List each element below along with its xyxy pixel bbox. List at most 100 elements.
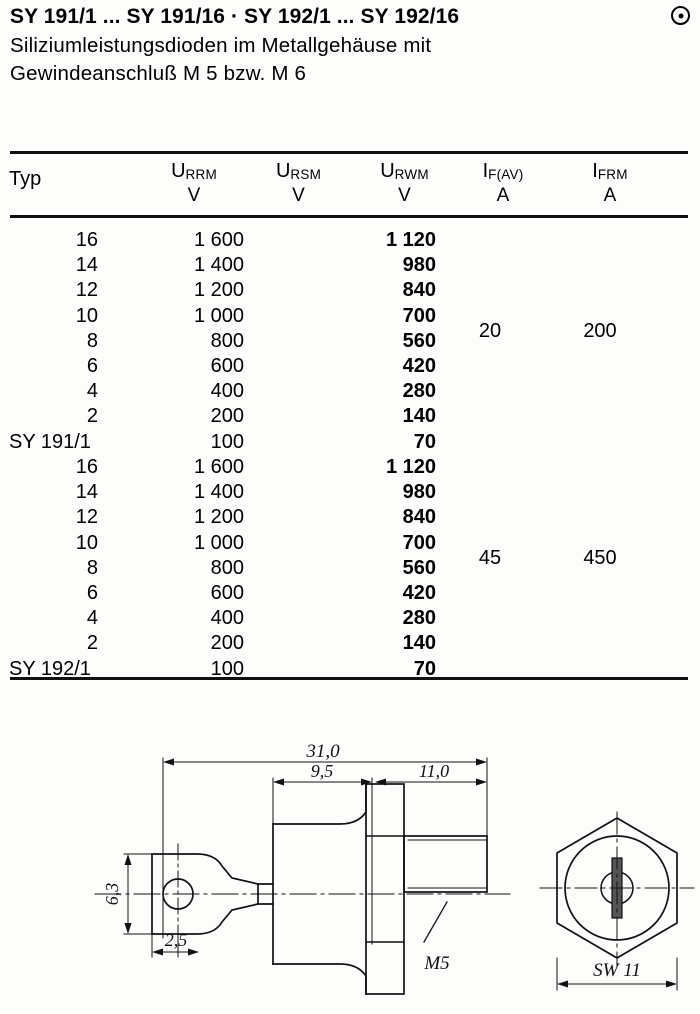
column-header-urwm-symbol: U: [380, 160, 395, 182]
cell-urwm: 70: [413, 657, 436, 680]
cell-ifav-block0: 20: [478, 320, 502, 342]
cell-urwm: 140: [402, 405, 436, 428]
column-header-ifrm-unit: A: [603, 185, 617, 206]
cell-urwm: 280: [402, 607, 436, 630]
cell-urwm: 420: [402, 581, 436, 604]
page-subtitle-line1: Siliziumleistungsdioden im Metallgehäuse…: [10, 34, 432, 57]
column-header-ursm-symbol: U: [275, 160, 291, 182]
dim-arrow-body-left: [273, 778, 284, 786]
dim-arrow-sw-right: [666, 980, 677, 988]
page-subtitle-line2: Gewindeanschluß M 5 bzw. M 6: [10, 62, 307, 85]
dim-text-tab-height: 6,3: [102, 883, 122, 906]
cell-type: 10: [75, 304, 98, 327]
cell-urrm: 1 000: [193, 531, 244, 554]
cell-type: 12: [75, 506, 98, 529]
cell-urrm: 600: [210, 581, 244, 604]
table-row: 16 1 600 1 120: [0, 455, 700, 480]
dim-text-total: 31,0: [305, 741, 340, 762]
table-row: 4 400 280: [0, 379, 700, 404]
column-header-urrm-subscript: RRM: [185, 167, 217, 182]
cell-urrm: 1 600: [193, 229, 244, 251]
dim-arrow-hole-right: [188, 948, 199, 956]
hex-inscribed-circle: [564, 835, 670, 941]
table-row: 6 600 420: [0, 354, 700, 379]
cell-type: 10: [75, 531, 98, 554]
dim-arrow-body-right: [361, 778, 372, 786]
cell-urrm: 600: [210, 354, 244, 377]
cell-urwm: 980: [402, 254, 436, 277]
cell-type: 2: [86, 405, 98, 428]
cell-urrm: 800: [210, 329, 244, 352]
cell-ifrm-block0: 200: [583, 320, 617, 342]
cell-urwm: 560: [402, 329, 436, 352]
table-row: SY 192/1 100 70: [0, 657, 700, 682]
dim-text-body: 9,5: [311, 761, 334, 781]
cell-urrm: 400: [210, 380, 244, 403]
page-title: SY 191/1 ... SY 191/16 · SY 192/1 ... SY…: [10, 5, 460, 28]
table-rule-top: [10, 151, 688, 154]
cell-urrm: 400: [210, 607, 244, 630]
column-header-urrm: URRM V: [140, 160, 248, 206]
cell-urwm: 1 120: [385, 456, 436, 478]
cell-urwm: 1 120: [385, 229, 436, 251]
column-header-ursm-subscript: RSM: [290, 167, 322, 182]
column-header-ifav-unit: A: [496, 185, 510, 206]
table-rule-header: [10, 215, 688, 218]
table-row: 14 1 400 980: [0, 480, 700, 505]
page-header: SY 191/1 ... SY 191/16 · SY 192/1 ... SY…: [10, 4, 690, 86]
cell-type: SY 192/1: [9, 657, 91, 680]
column-header-ifav-symbol: I: [482, 160, 489, 182]
cell-urwm: 700: [402, 304, 436, 327]
cell-urrm: 100: [210, 657, 244, 680]
drawing-canvas: 31,0 9,5 11,0 6,3 2,5 M5 SW 11: [94, 741, 695, 995]
cell-type: 14: [75, 254, 98, 277]
table-block-sy191: 16 1 600 1 120 14 1 400 980 12 1 200 840 10 1 000 7…: [0, 228, 700, 456]
table-row: 12 1 200 840: [0, 278, 700, 303]
cell-type: 2: [86, 632, 98, 655]
dim-text-hole: 2,5: [165, 930, 188, 950]
table-row: 2 200 140: [0, 631, 700, 656]
cell-type: SY 191/1: [9, 430, 91, 453]
dim-arrow-tab-bottom: [124, 923, 132, 934]
table-row: 10 1 000 700: [0, 531, 700, 556]
label-wrench-size: SW 11: [593, 960, 641, 981]
column-header-urrm-unit: V: [187, 185, 201, 206]
table-header-row: URRM V URSM V URWM V IF(AV) A IFRM A: [0, 160, 700, 212]
cell-urwm: 840: [402, 279, 436, 302]
cell-type: 8: [86, 329, 98, 352]
cell-urwm: 70: [413, 430, 436, 453]
body-top-profile: [272, 783, 367, 825]
table-block-sy192: 16 1 600 1 120 14 1 400 980 12 1 200 840 10 1 000 7…: [0, 455, 700, 683]
cell-urwm: 140: [402, 632, 436, 655]
table-row: 8 800 560: [0, 329, 700, 354]
column-header-ursm-unit: V: [292, 185, 305, 206]
table-row: 8 800 560: [0, 556, 700, 581]
cell-urwm: 980: [402, 481, 436, 504]
dim-arrow-sw-left: [557, 980, 568, 988]
cell-urrm: 200: [210, 632, 244, 655]
dim-arrow-thread-right: [476, 778, 487, 786]
cell-urwm: 700: [402, 531, 436, 554]
cell-urrm: 1 200: [193, 279, 244, 302]
table-row: 12 1 200 840: [0, 505, 700, 530]
cell-urrm: 1 400: [193, 254, 244, 277]
cell-urrm: 200: [210, 405, 244, 428]
cell-urrm: 1 000: [193, 304, 244, 327]
dim-arrow-total-right: [476, 758, 487, 766]
cell-ifrm-block1: 450: [583, 547, 617, 569]
column-header-ifav: IF(AV) A: [455, 160, 551, 206]
column-header-ifrm: IFRM A: [562, 160, 658, 206]
cell-urwm: 560: [402, 556, 436, 579]
dim-text-thread: 11,0: [419, 761, 449, 781]
cell-type: 6: [86, 354, 98, 377]
dim-arrow-tab-top: [124, 854, 132, 865]
threaded-stud: [403, 835, 488, 893]
table-row: 16 1 600 1 120: [0, 228, 700, 253]
leader-line-m5: [423, 901, 448, 943]
cell-urrm: 800: [210, 556, 244, 579]
table-row: 14 1 400 980: [0, 253, 700, 278]
cell-type: 6: [86, 581, 98, 604]
cell-type: 4: [86, 380, 98, 403]
cell-type: 16: [75, 229, 98, 251]
